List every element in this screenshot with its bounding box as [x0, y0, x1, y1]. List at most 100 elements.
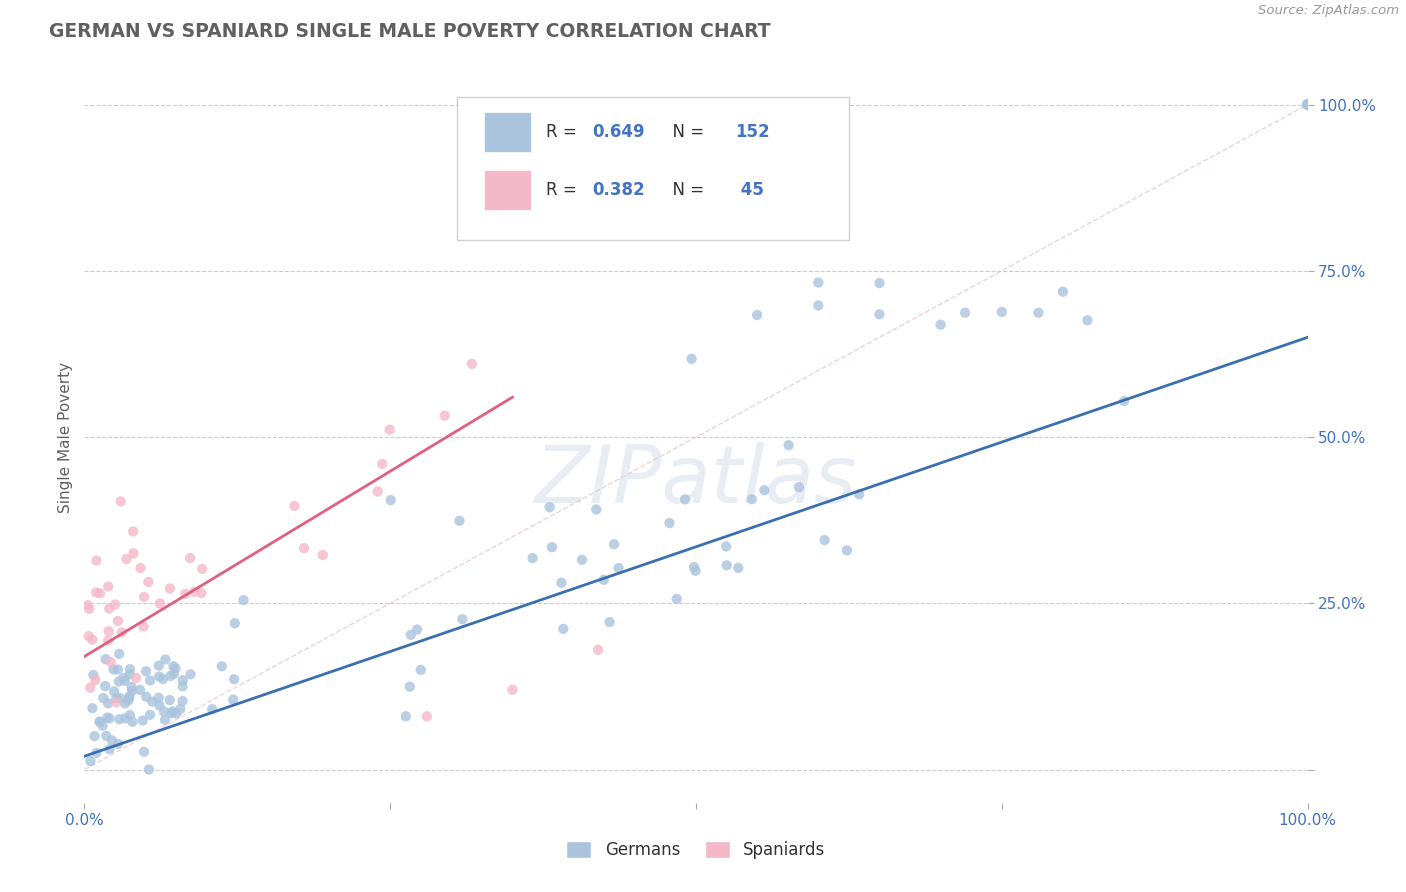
Point [741, 492, 763, 507]
Point [159, 582, 181, 596]
Point [103, 684, 125, 698]
Point [94, 652, 117, 666]
Point [82, 701, 104, 715]
Point [125, 671, 148, 685]
Point [97, 624, 120, 639]
Point [585, 502, 607, 516]
Point [118, 690, 141, 704]
Point [1296, 97, 1319, 112]
Point [179, 551, 201, 566]
Point [153, 713, 176, 727]
Point [1296, 97, 1319, 112]
Point [82, 632, 104, 647]
Point [416, 709, 439, 723]
Legend: Germans, Spaniards: Germans, Spaniards [558, 833, 834, 868]
Point [135, 690, 157, 704]
Point [502, 682, 524, 697]
Point [79, 754, 101, 768]
Point [371, 457, 394, 471]
Point [84, 673, 107, 687]
Point [399, 628, 422, 642]
Point [108, 712, 131, 726]
Point [162, 659, 184, 673]
Point [122, 524, 145, 539]
Point [84, 585, 107, 599]
Point [1296, 97, 1319, 112]
Point [160, 706, 183, 721]
Point [1296, 97, 1319, 112]
Point [89, 714, 111, 729]
Point [1296, 97, 1319, 112]
Point [714, 540, 737, 554]
Point [685, 564, 707, 578]
Point [159, 693, 181, 707]
Point [122, 546, 145, 560]
Point [191, 562, 214, 576]
Point [89, 714, 111, 729]
Point [165, 706, 187, 721]
Point [658, 516, 681, 530]
Point [104, 695, 127, 709]
Point [461, 357, 484, 371]
Point [149, 596, 172, 610]
Point [118, 691, 141, 706]
Point [1296, 97, 1319, 112]
Point [1296, 97, 1319, 112]
Point [118, 662, 141, 676]
Point [107, 614, 129, 628]
Point [79, 681, 101, 695]
Point [114, 697, 136, 711]
Point [1296, 97, 1319, 112]
Point [224, 616, 246, 631]
Point [869, 307, 891, 321]
Point [409, 663, 432, 677]
Point [292, 541, 315, 556]
Point [91, 719, 114, 733]
Point [183, 584, 205, 599]
Point [395, 709, 418, 723]
Point [132, 745, 155, 759]
Point [953, 306, 976, 320]
Point [139, 707, 162, 722]
Point [673, 492, 696, 507]
Point [121, 714, 143, 729]
Point [110, 494, 132, 508]
Point [1114, 394, 1136, 409]
Point [1296, 97, 1319, 112]
Point [114, 673, 136, 688]
Point [754, 483, 776, 498]
Point [82, 668, 104, 682]
Point [599, 615, 621, 629]
Point [112, 671, 135, 685]
Point [727, 561, 749, 575]
Point [1296, 97, 1319, 112]
Point [869, 276, 891, 290]
Point [835, 543, 858, 558]
Point [76, 599, 98, 613]
Point [163, 667, 186, 681]
Point [132, 714, 155, 728]
Point [105, 691, 128, 706]
Point [108, 690, 131, 705]
Point [96, 710, 118, 724]
Point [1296, 97, 1319, 112]
Point [132, 590, 155, 604]
Point [1296, 97, 1319, 112]
Point [172, 694, 194, 708]
Point [538, 500, 561, 515]
Text: Source: ZipAtlas.com: Source: ZipAtlas.com [1258, 4, 1399, 18]
Point [991, 305, 1014, 319]
Point [111, 625, 134, 640]
Point [179, 667, 201, 681]
Point [98, 601, 121, 615]
Bar [484, 112, 531, 152]
Point [571, 553, 593, 567]
Point [159, 669, 181, 683]
Point [165, 661, 187, 675]
Point [118, 667, 141, 681]
Point [97, 633, 120, 648]
Point [152, 672, 174, 686]
Point [86, 746, 108, 760]
Point [592, 573, 614, 587]
Point [108, 674, 131, 689]
